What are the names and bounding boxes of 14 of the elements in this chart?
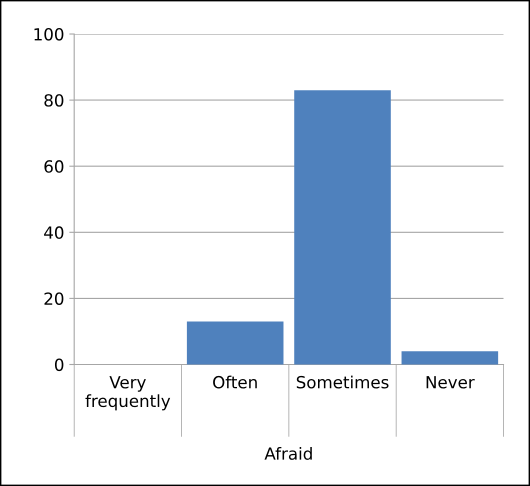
bar xyxy=(186,322,284,364)
y-tick-label: 40 xyxy=(44,226,64,239)
y-tick-label: 60 xyxy=(44,160,64,173)
y-tick-label: 0 xyxy=(54,358,64,372)
y-tick-label: 100 xyxy=(34,28,64,41)
x-tick-label: Never xyxy=(426,376,475,389)
y-tick-label: 80 xyxy=(44,94,64,107)
x-axis-title: Afraid xyxy=(264,447,312,460)
y-tick-label: 20 xyxy=(44,292,64,305)
bar xyxy=(294,90,391,364)
x-tick-label: Often xyxy=(213,376,257,389)
x-tick-label: Sometimes xyxy=(296,376,388,389)
bar xyxy=(402,351,498,364)
x-tick-label: Very frequently xyxy=(85,376,170,410)
